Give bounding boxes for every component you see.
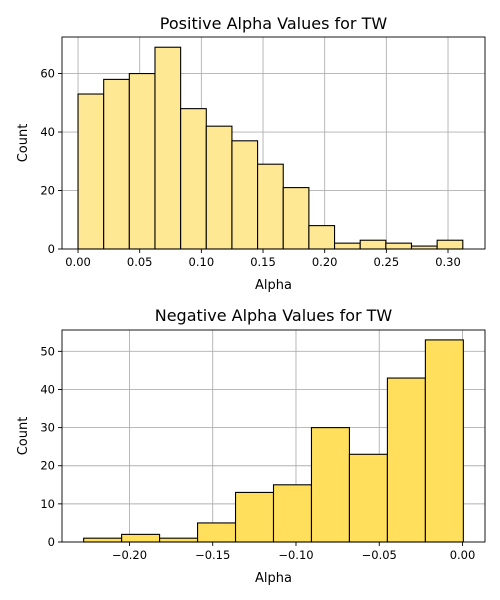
- x-tick-label: 0.25: [374, 255, 400, 269]
- histogram-bar: [385, 242, 413, 250]
- histogram-bar: [308, 225, 336, 250]
- histogram-bar: [154, 46, 182, 250]
- y-axis-label: Count: [16, 124, 31, 163]
- y-tick-label: 50: [40, 344, 55, 358]
- x-tick-label: 0.00: [65, 255, 91, 269]
- x-tick-label: −0.20: [112, 548, 147, 562]
- positive-alpha-histogram: Positive Alpha Values for TW 0.00 0.05 0.1…: [16, 14, 486, 293]
- x-tick-label: −0.10: [278, 548, 313, 562]
- y-tick-label: 0: [48, 535, 55, 549]
- y-tick-label: 40: [40, 125, 55, 139]
- histogram-bar: [83, 537, 123, 543]
- histogram-bars: [83, 339, 464, 543]
- x-axis-label: Alpha: [255, 571, 292, 586]
- histogram-bar: [333, 242, 361, 250]
- x-axis-ticks: 0.00 0.05 0.10 0.15 0.20 0.25 0.30: [65, 249, 461, 269]
- x-axis-label: Alpha: [255, 278, 292, 293]
- histogram-bar: [103, 78, 130, 250]
- histogram-bar: [310, 427, 350, 543]
- y-tick-label: 10: [40, 497, 55, 511]
- histogram-bar: [272, 484, 313, 543]
- y-tick-label: 60: [40, 67, 55, 81]
- histogram-bar: [348, 453, 388, 543]
- histogram-bar: [77, 93, 105, 250]
- y-tick-label: 30: [40, 421, 55, 435]
- chart-title: Positive Alpha Values for TW: [160, 14, 388, 33]
- histogram-bar: [282, 187, 310, 250]
- histogram-bar: [231, 140, 259, 250]
- y-axis-ticks: 0 20 40 60: [40, 67, 62, 256]
- histogram-bar: [180, 108, 207, 250]
- plot-frame: [61, 329, 486, 543]
- histogram-bar: [205, 125, 233, 250]
- y-tick-label: 20: [40, 459, 55, 473]
- histogram-bar: [159, 537, 199, 543]
- histogram-bar: [234, 491, 275, 543]
- y-tick-label: 0: [48, 242, 55, 256]
- histogram-bar: [386, 377, 426, 543]
- histogram-bars: [77, 46, 464, 250]
- histogram-bar: [121, 533, 161, 543]
- x-tick-label: −0.15: [195, 548, 230, 562]
- y-tick-label: 20: [40, 184, 55, 198]
- y-axis-ticks: 0 10 20 30 40 50: [40, 344, 62, 549]
- x-tick-label: 0.05: [127, 255, 153, 269]
- x-tick-label: 0.15: [250, 255, 276, 269]
- negative-alpha-histogram: Negative Alpha Values for TW −0.20 −0.15−…: [16, 306, 486, 586]
- x-tick-label: −0.05: [362, 548, 397, 562]
- histogram-bar: [128, 73, 156, 250]
- histogram-bar: [436, 239, 464, 250]
- y-tick-label: 40: [40, 382, 55, 396]
- histogram-bar: [197, 522, 237, 543]
- histogram-bar: [257, 163, 284, 250]
- x-tick-label: 0.30: [435, 255, 461, 269]
- chart-title: Negative Alpha Values for TW: [155, 306, 393, 325]
- x-tick-label: 0.20: [312, 255, 338, 269]
- x-tick-label: 0.10: [189, 255, 215, 269]
- y-axis-label: Count: [16, 417, 31, 456]
- histogram-bar: [424, 339, 464, 543]
- x-axis-ticks: −0.20 −0.15 −0.10 −0.05 0.00: [112, 542, 476, 562]
- plot-frame: [61, 36, 486, 250]
- histogram-bar: [359, 239, 387, 250]
- x-tick-label: 0.00: [450, 548, 476, 562]
